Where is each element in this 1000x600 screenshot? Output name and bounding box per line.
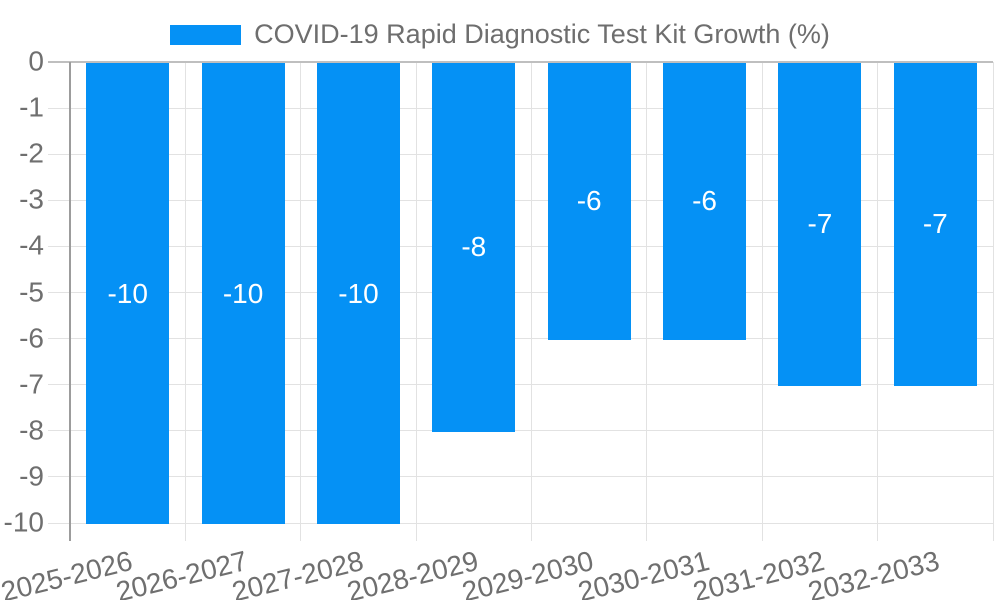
y-axis-line <box>69 62 71 541</box>
bar-value-label: -7 <box>922 208 948 240</box>
gridline-h <box>48 384 993 386</box>
x-axis-tick-label: 2030-2031 <box>574 545 713 600</box>
bar-value-label: -10 <box>338 277 379 309</box>
gridline-h <box>48 292 993 293</box>
y-axis-tick-label: 0 <box>28 45 44 77</box>
y-axis-tick-label: -9 <box>19 460 44 492</box>
gridline-v <box>992 62 994 541</box>
gridline-v <box>415 62 417 541</box>
bar[interactable]: -7 <box>778 63 862 386</box>
bar-value-label: -10 <box>222 277 264 309</box>
bar[interactable]: -6 <box>547 63 631 340</box>
gridline-v <box>761 62 763 541</box>
bar-value-label: -10 <box>107 277 148 309</box>
y-axis-tick-label: -7 <box>19 368 44 400</box>
y-axis-tick-label: -5 <box>19 275 44 307</box>
gridline-h <box>48 107 993 109</box>
x-axis-tick-label: 2025-2026 <box>0 545 136 600</box>
gridline-v <box>184 62 186 541</box>
bar[interactable]: -6 <box>663 63 747 340</box>
y-axis-tick-label: -1 <box>19 91 44 123</box>
x-axis-tick-label: 2026-2027 <box>113 545 251 600</box>
bar-value-label: -8 <box>461 231 487 263</box>
legend-swatch-icon <box>170 24 242 45</box>
gridline-v <box>877 62 879 541</box>
chart-title: COVID-19 Rapid Diagnostic Test Kit Growt… <box>254 19 830 49</box>
plot-area: 0 -1 -2 -3 -4 -5 -6 -7 -8 -9 -10 -10 2025-2026 -10 202… <box>0 45 994 600</box>
gridline-h <box>48 338 993 340</box>
bar-value-label: -6 <box>576 185 602 217</box>
gridline-h <box>48 476 993 478</box>
gridline-h <box>48 245 993 247</box>
gridline-h <box>48 522 993 524</box>
bar[interactable]: -10 <box>86 63 170 524</box>
gridline-h <box>48 199 993 201</box>
x-axis-tick-label: 2031-2032 <box>690 545 828 600</box>
bar[interactable]: -10 <box>316 63 400 524</box>
y-axis-tick-label: -4 <box>19 229 44 261</box>
bar[interactable]: -8 <box>432 63 516 432</box>
x-axis-tick-label: 2027-2028 <box>228 545 366 600</box>
x-axis-tick-label: 2032-2033 <box>805 545 943 600</box>
bar-value-label: -6 <box>692 185 717 217</box>
gridline-v <box>531 62 532 541</box>
gridline-v <box>646 62 648 541</box>
gridline-h <box>48 61 993 63</box>
chart-legend[interactable]: COVID-19 Rapid Diagnostic Test Kit Growt… <box>0 19 1000 50</box>
y-axis-tick-label: -8 <box>19 414 44 446</box>
gridline-v <box>300 62 302 541</box>
y-axis-tick-label: -3 <box>19 183 44 215</box>
x-axis-tick-label: 2029-2030 <box>459 545 597 600</box>
bar[interactable]: -7 <box>893 63 977 386</box>
gridline-h <box>48 430 993 432</box>
bar[interactable]: -10 <box>201 63 285 524</box>
gridline-h <box>48 153 993 155</box>
bar-value-label: -7 <box>807 208 833 240</box>
y-axis-tick-label: -2 <box>19 137 44 169</box>
y-axis-tick-label: -6 <box>19 321 44 353</box>
y-axis-tick-label: -10 <box>3 506 44 538</box>
x-axis-tick-label: 2028-2029 <box>343 545 482 600</box>
